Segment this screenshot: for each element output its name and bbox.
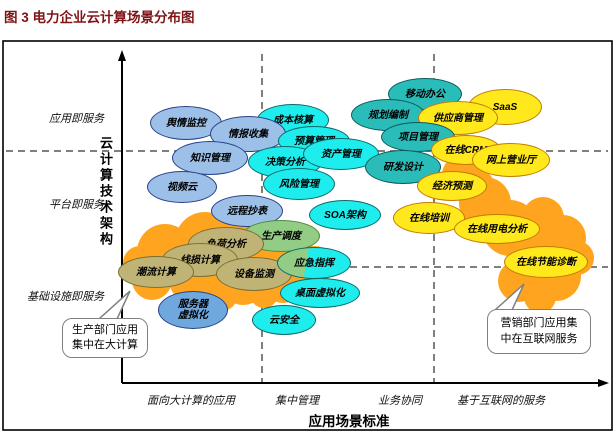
scenario-bubble: 风险管理 [263, 168, 335, 200]
scenario-bubble: 在线用电分析 [454, 214, 540, 244]
scenario-bubble: 应急指挥 [277, 247, 351, 279]
scenario-bubble-label: 潮流计算 [136, 266, 176, 278]
scenario-bubble-label: 服务器 [178, 299, 208, 310]
marketing-internet-cluster-blob [524, 281, 556, 313]
scenario-bubble-label: 在线节能诊断 [516, 256, 576, 268]
scenario-bubble-label: SaaS [492, 101, 518, 113]
scenario-bubble-label: 线损计算 [180, 254, 220, 266]
scenario-bubble-label: 资产管理 [321, 148, 361, 160]
x-category-label-internet: 基于互联网的服务 [457, 395, 545, 407]
scenario-bubble-label: 远程抄表 [227, 205, 267, 217]
scenario-bubble-label: 经济预测 [432, 180, 472, 192]
scenario-bubble-label: 决策分析 [265, 156, 305, 168]
y-category-label-iaas: 基础设施即服务 [27, 291, 104, 303]
scenario-bubble-label: 应急指挥 [294, 257, 334, 269]
scenario-bubble-label: 在线用电分析 [467, 223, 527, 235]
scenario-bubble-label: 预算管理 [294, 135, 334, 147]
x-category-label-centralized: 集中管理 [275, 395, 319, 407]
y-category-label-paas: 平台即服务 [49, 199, 104, 211]
scenario-bubble-label: 虚拟化 [178, 310, 208, 321]
scenario-bubble-label: 成本核算 [273, 114, 313, 126]
scenario-bubble-label: 桌面虚拟化 [295, 287, 345, 299]
scenario-bubble-label: 项目管理 [398, 131, 438, 143]
scenario-bubble: 视频云 [147, 171, 217, 203]
scenario-bubble-label: 设备监测 [234, 268, 274, 280]
scenario-bubble-label: 风险管理 [279, 178, 319, 190]
figure-frame [2, 40, 613, 431]
scenario-bubble: 在线节能诊断 [504, 246, 588, 278]
callout-line: 生产部门应用 [72, 323, 138, 336]
scenario-bubble: 在线培训 [393, 202, 465, 234]
scenario-bubble: 云安全 [252, 305, 316, 335]
scenario-bubble: SOA架构 [309, 200, 381, 230]
scenario-bubble-label: 在线CRM [444, 144, 488, 156]
x-axis-arrow [598, 379, 609, 387]
scenario-bubble-label: 知识管理 [190, 152, 230, 164]
scenario-bubble: 知识管理 [172, 141, 248, 175]
scenario-bubble: 潮流计算 [118, 256, 194, 288]
scenario-bubble: 远程抄表 [211, 195, 283, 227]
scenario-bubble-label: 规划编制 [368, 109, 408, 121]
scenario-bubble: 服务器 虚拟化 [158, 291, 228, 329]
callout-line: 中在互联网服务 [500, 332, 578, 345]
callout-line: 集中在大计算 [72, 339, 138, 351]
scenario-bubble: 资产管理 [303, 138, 379, 170]
scenario-bubble-label: 移动办公 [405, 88, 445, 100]
scenario-bubble-label: 情报收集 [228, 128, 268, 140]
y-axis-arrow [118, 50, 126, 61]
production-cluster-callout: 生产部门应用 集中在大计算 [62, 318, 148, 358]
scenario-bubble-label: 负荷分析 [206, 238, 246, 250]
scenario-bubble-label: 供应商管理 [433, 112, 483, 124]
scenario-bubble-label: 云安全 [269, 314, 299, 326]
scenario-bubble-label: 视频云 [167, 181, 197, 193]
scenario-bubble-label: 舆情监控 [166, 117, 206, 129]
scenario-bubble: 经济预测 [417, 171, 487, 201]
y-category-label-saas: 应用即服务 [49, 113, 104, 125]
scenario-bubble-label: 生产调度 [261, 230, 301, 242]
scenario-bubble: 桌面虚拟化 [280, 278, 360, 308]
callout-line: 营销部门应用集 [500, 317, 578, 330]
scenario-bubble-label: SOA架构 [324, 209, 366, 221]
scenario-bubble-label: 网上营业厅 [486, 154, 536, 166]
x-category-label-collaboration: 业务协同 [378, 395, 422, 407]
scenario-bubble-label: 在线培训 [409, 212, 449, 224]
figure-title: 图 3 电力企业云计算场景分布图 [4, 10, 195, 25]
y-axis-title: 云计算技术架构 [98, 136, 113, 248]
scenario-bubble: 网上营业厅 [472, 143, 550, 177]
x-category-label-bigcompute: 面向大计算的应用 [147, 395, 235, 407]
marketing-cluster-callout: 营销部门应用集 中在互联网服务 [487, 309, 591, 354]
x-axis-title: 应用场景标准 [308, 414, 390, 429]
scenario-bubble-label: 研发设计 [383, 161, 423, 173]
